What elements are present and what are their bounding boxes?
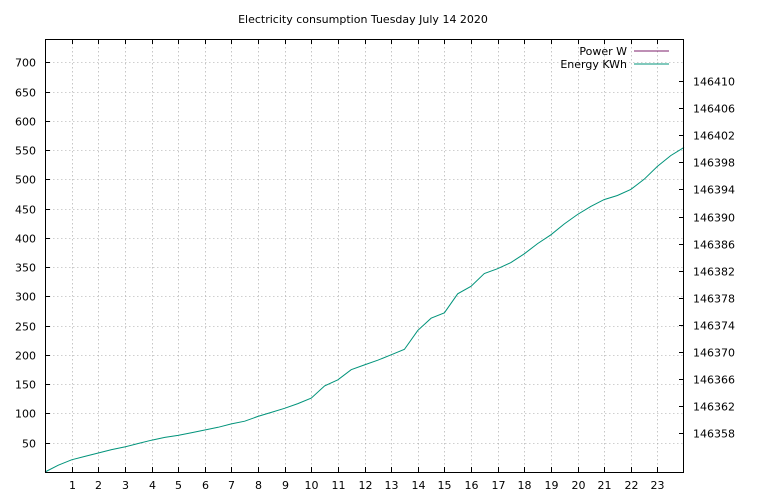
legend-label-power: Power W	[579, 45, 627, 58]
x-tick-label: 22	[625, 479, 639, 492]
x-tick-label: 1	[69, 479, 76, 492]
y2-tick-label: 146390	[693, 212, 735, 225]
x-tick-label: 6	[202, 479, 209, 492]
y2-tick-label: 146374	[693, 320, 735, 333]
y-tick-label: 50	[22, 438, 36, 451]
x-tick-label: 15	[438, 479, 452, 492]
x-tick-label: 5	[175, 479, 182, 492]
series-layer	[44, 146, 685, 473]
y-tick-label: 550	[15, 145, 36, 158]
x-tick-label: 7	[228, 479, 235, 492]
x-tick-label: 21	[598, 479, 612, 492]
y-tick-label: 500	[15, 174, 36, 187]
ticks-layer: 1 2 3 4 5 6 7 8 9 10 11 12 13 14 15 16 17 18 19 20 21 22 23501…	[15, 39, 735, 492]
chart-title: Electricity consumption Tuesday July 14 …	[238, 13, 488, 26]
x-tick-label: 9	[282, 479, 289, 492]
y2-tick-label: 146410	[693, 76, 735, 89]
y2-tick-label: 146382	[693, 266, 735, 279]
y-tick-label: 300	[15, 291, 36, 304]
y2-tick-label: 146362	[693, 401, 735, 414]
grid-layer	[45, 39, 684, 472]
y-tick-label: 150	[15, 379, 36, 392]
x-tick-label: 19	[545, 479, 559, 492]
y-tick-label: 400	[15, 233, 36, 246]
x-tick-label: 2	[95, 479, 102, 492]
y2-tick-label: 146402	[693, 130, 735, 143]
x-tick-label: 13	[385, 479, 399, 492]
y-tick-label: 200	[15, 350, 36, 363]
y2-tick-label: 146366	[693, 374, 735, 387]
x-tick-label: 16	[465, 479, 479, 492]
legend: Power W Energy KWh	[560, 45, 669, 71]
x-tick-label: 14	[412, 479, 426, 492]
y2-tick-label: 146398	[693, 157, 735, 170]
y-tick-label: 700	[15, 57, 36, 70]
y-tick-label: 250	[15, 321, 36, 334]
y-tick-label: 350	[15, 262, 36, 275]
y2-tick-label: 146406	[693, 103, 735, 116]
y2-tick-label: 146394	[693, 184, 735, 197]
y-tick-label: 100	[15, 408, 36, 421]
y2-tick-label: 146358	[693, 428, 735, 441]
x-tick-label: 11	[332, 479, 346, 492]
y2-tick-label: 146378	[693, 293, 735, 306]
y2-tick-label: 146370	[693, 347, 735, 360]
x-tick-label: 12	[359, 479, 373, 492]
x-tick-label: 18	[518, 479, 532, 492]
y-tick-label: 450	[15, 204, 36, 217]
y-tick-label: 650	[15, 87, 36, 100]
x-tick-label: 3	[122, 479, 129, 492]
x-tick-label: 4	[149, 479, 156, 492]
plot-frame	[45, 39, 684, 473]
x-tick-label: 10	[305, 479, 319, 492]
legend-label-energy: Energy KWh	[560, 58, 627, 71]
x-tick-label: 8	[255, 479, 262, 492]
y-tick-label: 600	[15, 116, 36, 129]
series-line-energy-kwh	[44, 146, 685, 473]
x-tick-label: 17	[492, 479, 506, 492]
x-tick-label: 23	[651, 479, 665, 492]
x-tick-label: 20	[572, 479, 586, 492]
y2-tick-label: 146386	[693, 239, 735, 252]
